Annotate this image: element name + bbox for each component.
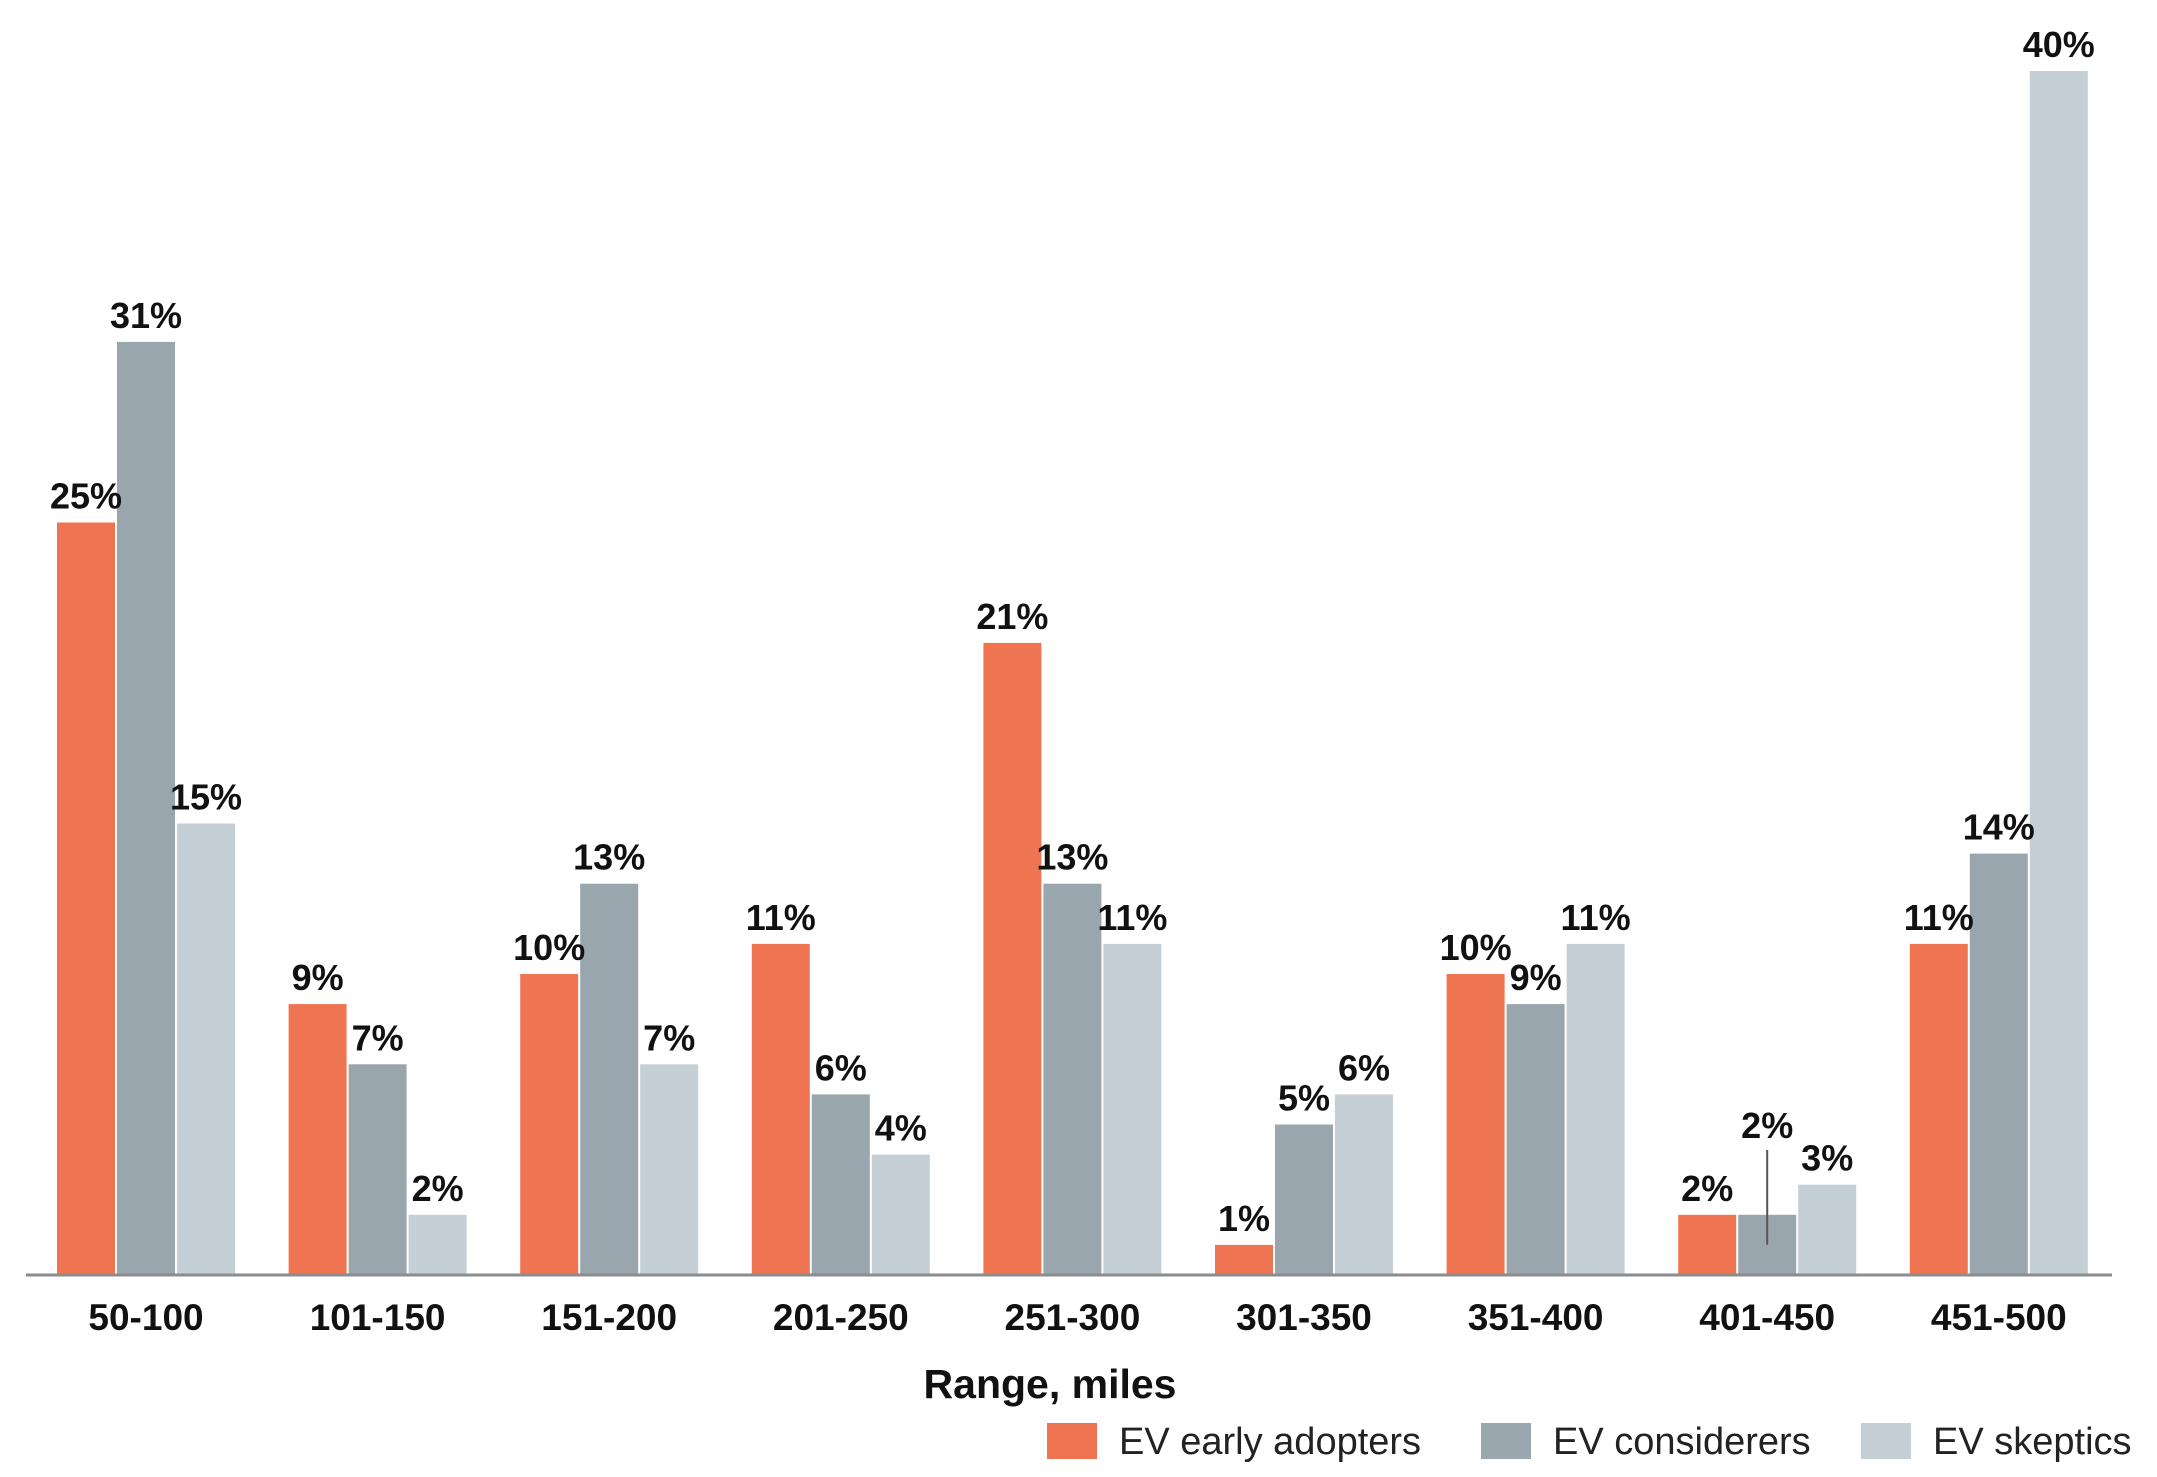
value-label-151-200-series-1: 13%	[573, 837, 645, 878]
bar-251-300-series-2	[1103, 943, 1162, 1275]
bar-50-100-series-2	[177, 823, 235, 1275]
category-label-401-450: 401-450	[1699, 1297, 1835, 1338]
bar-351-400-series-1	[1506, 1004, 1565, 1275]
value-labels-layer: 25%31%15%9%7%2%10%13%7%11%6%4%21%13%11%1…	[50, 24, 2095, 1245]
value-label-401-450-series-2: 3%	[1801, 1138, 1853, 1179]
category-label-251-300: 251-300	[1005, 1297, 1141, 1338]
category-label-50-100: 50-100	[88, 1297, 203, 1338]
value-label-251-300-series-2: 11%	[1097, 897, 1167, 938]
category-label-301-350: 301-350	[1236, 1297, 1372, 1338]
value-label-451-500-series-1: 14%	[1963, 807, 2035, 848]
legend-swatch-series-1	[1481, 1423, 1531, 1459]
legend-label-series-0: EV early adopters	[1119, 1421, 1421, 1463]
value-label-151-200-series-0: 10%	[513, 927, 585, 968]
legend: EV early adopters EV considerers EV skepti…	[1047, 1421, 2132, 1463]
bar-101-150-series-2	[408, 1214, 467, 1275]
value-label-451-500-series-0: 11%	[1904, 897, 1974, 938]
category-labels-layer: 50-100 101-150 151-200 201-250 251-300 301-35…	[88, 1297, 2066, 1338]
value-label-351-400-series-0: 10%	[1440, 927, 1512, 968]
category-label-151-200: 151-200	[541, 1297, 677, 1338]
bar-151-200-series-1	[580, 883, 639, 1275]
value-label-101-150-series-1: 7%	[352, 1017, 404, 1058]
value-label-351-400-series-2: 11%	[1561, 897, 1631, 938]
bar-151-200-series-2	[640, 1064, 699, 1275]
value-label-251-300-series-1: 13%	[1036, 837, 1108, 878]
bar-101-150-series-1	[348, 1064, 407, 1275]
value-label-201-250-series-1: 6%	[815, 1047, 867, 1088]
legend-label-series-2: EV skeptics	[1933, 1421, 2132, 1463]
bar-50-100-series-0	[57, 522, 115, 1275]
bar-50-100-series-1	[117, 341, 175, 1275]
bar-301-350-series-2	[1335, 1094, 1393, 1275]
bar-301-350-series-0	[1215, 1244, 1273, 1275]
bar-251-300-series-1	[1043, 883, 1102, 1275]
bar-251-300-series-0	[983, 642, 1042, 1275]
bar-301-350-series-1	[1275, 1124, 1333, 1275]
bar-451-500-series-2	[2029, 71, 2088, 1275]
value-label-101-150-series-2: 2%	[412, 1168, 464, 1209]
x-axis-title: Range, miles	[924, 1361, 1177, 1407]
bar-451-500-series-1	[1969, 853, 2028, 1275]
bar-201-250-series-0	[751, 943, 810, 1275]
value-label-351-400-series-1: 9%	[1510, 957, 1562, 998]
legend-label-series-1: EV considerers	[1553, 1421, 1811, 1463]
value-label-401-450-series-1: 2%	[1741, 1105, 1793, 1146]
bar-351-400-series-0	[1446, 974, 1505, 1275]
category-label-451-500: 451-500	[1931, 1297, 2067, 1338]
bar-151-200-series-0	[520, 974, 579, 1275]
bar-201-250-series-1	[811, 1094, 870, 1275]
value-label-301-350-series-2: 6%	[1338, 1047, 1390, 1088]
value-label-301-350-series-0: 1%	[1218, 1198, 1270, 1239]
category-label-351-400: 351-400	[1468, 1297, 1604, 1338]
value-label-451-500-series-2: 40%	[2023, 24, 2095, 65]
category-label-201-250: 201-250	[773, 1297, 909, 1338]
category-label-101-150: 101-150	[310, 1297, 446, 1338]
value-label-251-300-series-0: 21%	[976, 596, 1048, 637]
value-label-50-100-series-2: 15%	[170, 777, 242, 818]
value-label-50-100-series-0: 25%	[50, 476, 122, 517]
bar-101-150-series-0	[288, 1004, 347, 1275]
value-label-151-200-series-2: 7%	[643, 1017, 695, 1058]
bar-351-400-series-2	[1566, 943, 1625, 1275]
bars-layer	[57, 71, 2088, 1275]
value-label-201-250-series-2: 4%	[875, 1108, 927, 1149]
value-label-301-350-series-1: 5%	[1278, 1078, 1330, 1119]
bar-201-250-series-2	[871, 1154, 930, 1275]
bar-401-450-series-2	[1798, 1184, 1857, 1275]
value-label-50-100-series-1: 31%	[110, 295, 182, 336]
value-label-201-250-series-0: 11%	[746, 897, 816, 938]
legend-swatch-series-0	[1047, 1423, 1097, 1459]
value-label-401-450-series-0: 2%	[1681, 1168, 1733, 1209]
value-label-101-150-series-0: 9%	[292, 957, 344, 998]
bar-401-450-series-0	[1678, 1214, 1737, 1275]
legend-swatch-series-2	[1861, 1423, 1911, 1459]
bar-451-500-series-0	[1909, 943, 1968, 1275]
